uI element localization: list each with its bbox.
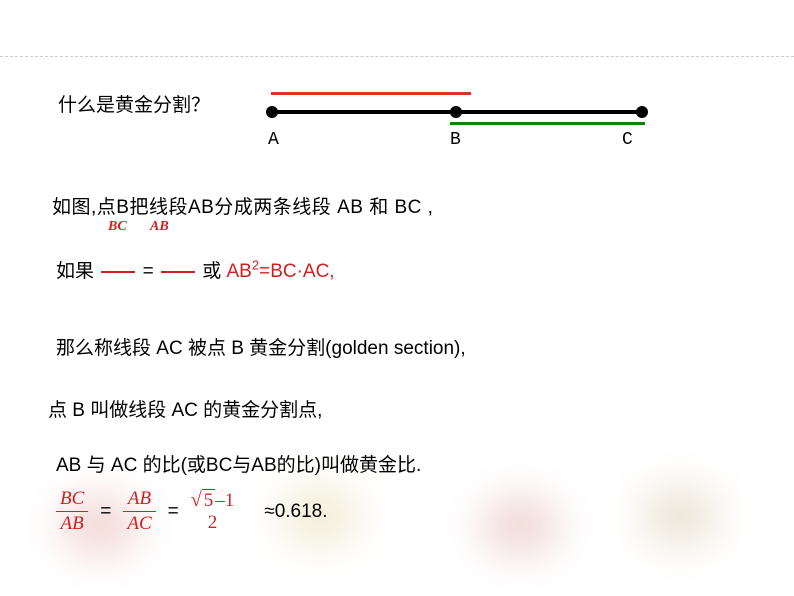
label-a: A bbox=[268, 130, 279, 150]
line2-prefix: 如果 bbox=[56, 261, 99, 282]
line2-or: 或 bbox=[202, 261, 226, 282]
approx-value: ≈0.618. bbox=[264, 501, 327, 523]
decorative-blur bbox=[640, 486, 720, 546]
fraction-ab-ac: AB AC bbox=[123, 488, 155, 535]
line2-eq: = bbox=[143, 261, 159, 282]
body-line-1: 如图,点B把线段AB分成两条线段 AB 和 BC , bbox=[52, 192, 433, 219]
formula-ab2-bcac: AB2=BC·AC, bbox=[227, 261, 335, 282]
equals-2: = bbox=[168, 501, 179, 523]
fraction-placeholder-1 bbox=[101, 271, 135, 273]
label-c: C bbox=[622, 130, 633, 150]
fraction-sqrt5-minus1-over-2: √5–1 2 bbox=[191, 489, 234, 534]
equals-1: = bbox=[100, 501, 111, 523]
body-line-2: 如果 = 或 AB2=BC·AC, bbox=[56, 256, 335, 283]
fraction-bc-ab-collapsed: BC bbox=[108, 220, 127, 234]
line-segment-diagram: A B C bbox=[250, 82, 650, 162]
label-b: B bbox=[450, 130, 461, 150]
golden-ratio-equation: BC AB = AB AC = √5–1 2 ≈0.618. bbox=[52, 488, 328, 535]
point-b bbox=[450, 106, 462, 118]
point-a bbox=[266, 106, 278, 118]
segment-bc-highlight bbox=[450, 122, 645, 125]
segment-ab-highlight bbox=[271, 92, 471, 95]
body-line-3: 那么称线段 AC 被点 B 黄金分割(golden section), bbox=[56, 334, 466, 364]
top-divider bbox=[0, 56, 794, 57]
page-title: 什么是黄金分割？ bbox=[58, 90, 210, 117]
fraction-placeholder-2 bbox=[161, 271, 195, 273]
fraction-bc-ab: BC AB bbox=[56, 488, 88, 535]
point-c bbox=[636, 106, 648, 118]
line3a: 那么称线段 AC 被点 B 黄金分割(golden section), bbox=[56, 334, 466, 364]
sqrt-symbol: √ bbox=[191, 489, 202, 511]
fraction-ab-ac-collapsed: AB bbox=[150, 220, 169, 234]
decorative-blur bbox=[480, 496, 560, 556]
body-line-5: AB 与 AC 的比(或BC与AB的比)叫做黄金比. bbox=[56, 450, 421, 477]
body-line-4: 点 B 叫做线段 AC 的黄金分割点, bbox=[48, 395, 322, 422]
